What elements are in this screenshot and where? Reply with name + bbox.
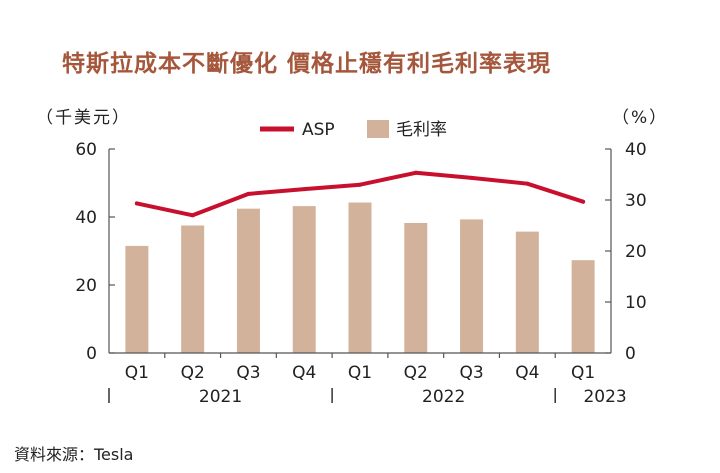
asp-point [413, 170, 418, 175]
x-axis-year-label: 2022 [422, 387, 465, 407]
right-axis-tick-label: 10 [625, 293, 647, 313]
gross-margin-bar [292, 206, 316, 353]
asp-point [190, 213, 195, 218]
legend-asp-label: ASP [302, 120, 335, 140]
left-axis-label: （千美元） [36, 108, 131, 128]
gross-margin-bar [181, 225, 205, 353]
asp-point [581, 199, 586, 204]
asp-line-layer [134, 170, 586, 218]
left-axis-tick-label: 60 [75, 140, 97, 160]
asp-point [525, 181, 530, 186]
axes: 0 20 40 60 0 10 20 30 40 [75, 140, 646, 364]
asp-point [246, 191, 251, 196]
left-axis-tick-label: 0 [86, 344, 97, 364]
gross-margin-bar [125, 245, 149, 353]
x-axis-category-label: Q4 [515, 363, 539, 383]
right-axis-tick-label: 40 [625, 140, 647, 160]
chart-title: 特斯拉成本不斷優化 價格止穩有利毛利率表現 [62, 51, 552, 77]
legend-gross-margin-swatch [367, 120, 389, 138]
x-axis-category-label: Q2 [404, 363, 428, 383]
x-axis-year-label: 2023 [583, 387, 626, 407]
right-axis-label: （%） [612, 108, 668, 128]
gross-margin-bar [515, 231, 539, 353]
left-axis-tick-label: 20 [75, 276, 97, 296]
gross-margin-bar [404, 222, 428, 353]
x-axis-category-label: Q1 [571, 363, 595, 383]
x-axis-category-label: Q1 [125, 363, 149, 383]
right-axis-tick-label: 30 [625, 191, 647, 211]
x-axis-category-label: Q1 [348, 363, 372, 383]
asp-point [134, 201, 139, 206]
gross-margin-bar [460, 219, 484, 353]
x-axis-labels: Q1 Q2 Q3 Q4 Q1 Q2 Q3 Q4 Q1 2021 2022 2023 [108, 363, 627, 407]
gross-margin-bar [236, 208, 260, 353]
x-axis-category-label: Q4 [292, 363, 316, 383]
gross-margin-bar [571, 260, 595, 353]
right-axis-tick-label: 20 [625, 242, 647, 262]
right-axis-tick-label: 0 [625, 344, 636, 364]
gross-margin-bar [348, 202, 372, 353]
source-note: 資料來源：Tesla [14, 445, 134, 464]
left-axis-tick-label: 40 [75, 208, 97, 228]
x-axis-category-label: Q2 [181, 363, 205, 383]
x-axis-category-label: Q3 [459, 363, 483, 383]
asp-point [469, 175, 474, 180]
legend: ASP 毛利率 [260, 120, 447, 140]
asp-point [358, 182, 362, 187]
legend-gross-margin-label: 毛利率 [396, 120, 447, 140]
gross-margin-bars [125, 202, 595, 353]
x-axis-category-label: Q3 [236, 363, 260, 383]
asp-point [302, 187, 307, 192]
x-axis-year-label: 2021 [199, 387, 242, 407]
